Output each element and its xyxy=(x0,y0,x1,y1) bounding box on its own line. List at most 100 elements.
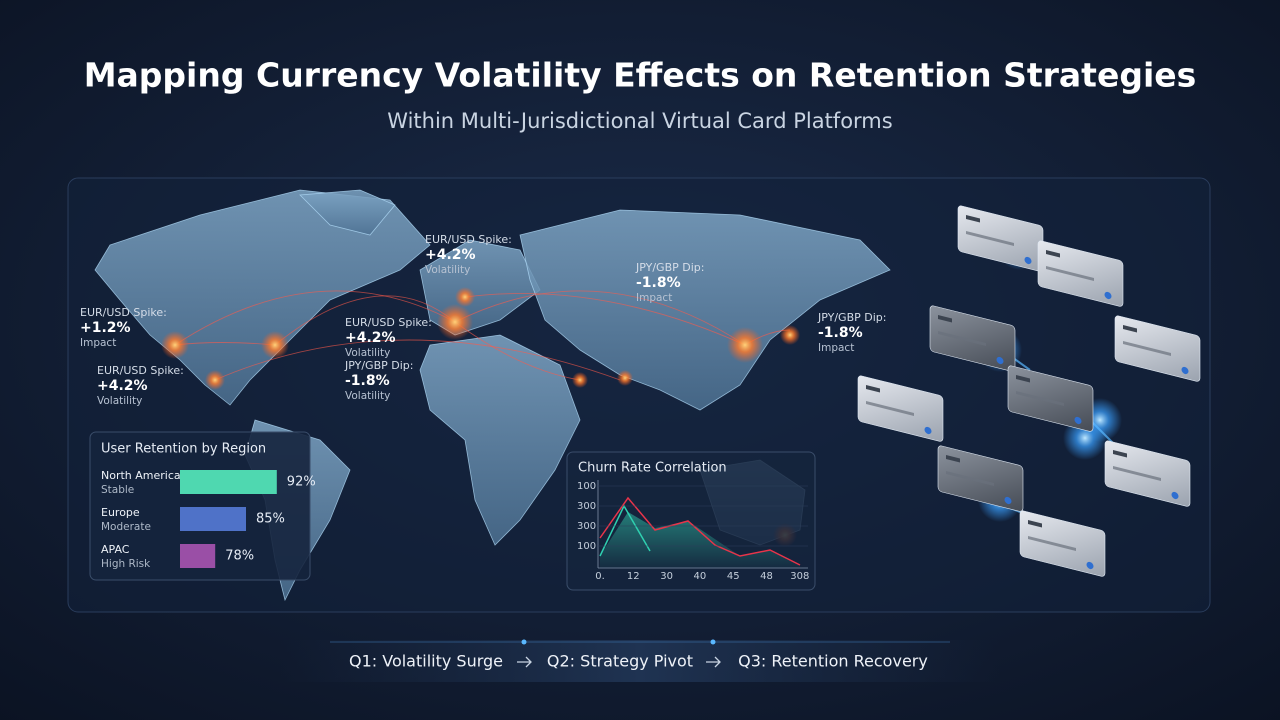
card-logo xyxy=(1181,366,1189,375)
y-tick-label: 100 xyxy=(577,541,596,552)
virtual-card xyxy=(957,205,1044,272)
bar-value-label: 85% xyxy=(256,512,285,527)
card-chip xyxy=(1123,324,1137,333)
card-stripe xyxy=(938,330,986,346)
annotation-title: EUR/USD Spike: xyxy=(97,364,184,377)
timeline-arrow xyxy=(706,656,721,668)
annotation-note: Impact xyxy=(80,337,116,349)
timeline-step: Q3: Retention Recovery xyxy=(738,652,928,671)
timeline-step: Q2: Strategy Pivot xyxy=(547,652,693,671)
card-logo xyxy=(996,356,1004,365)
card-logo xyxy=(1086,561,1094,570)
virtual-card xyxy=(937,445,1024,512)
bar xyxy=(180,470,277,494)
annotation-note: Impact xyxy=(636,292,672,304)
region-label: APAC xyxy=(101,543,130,556)
subtitle: Within Multi-Jurisdictional Virtual Card… xyxy=(387,109,892,133)
x-tick-label: 12 xyxy=(627,571,640,582)
card-stripe xyxy=(946,470,994,486)
region-sublabel: Moderate xyxy=(101,521,151,533)
bar xyxy=(180,507,246,531)
retention-title: User Retention by Region xyxy=(101,442,266,457)
card-logo xyxy=(1074,416,1082,425)
annotation-note: Impact xyxy=(818,342,854,354)
y-tick-label: 300 xyxy=(577,521,596,532)
africa xyxy=(419,334,581,546)
annotation-title: EUR/USD Spike: xyxy=(345,316,432,329)
churn-title: Churn Rate Correlation xyxy=(578,461,727,476)
card-chip xyxy=(946,454,960,463)
annotation-value: -1.8% xyxy=(345,373,390,389)
card-chip xyxy=(966,214,980,223)
card-stripe xyxy=(1113,465,1161,481)
timeline-dot xyxy=(710,639,716,645)
card-stripe xyxy=(1028,535,1076,551)
annotation-note: Volatility xyxy=(345,347,390,359)
bar-value-label: 78% xyxy=(225,549,254,564)
retention-box xyxy=(89,431,311,581)
x-tick-label: 0. xyxy=(595,571,605,582)
timeline-step: Q1: Volatility Surge xyxy=(349,652,503,671)
annotation-note: Volatility xyxy=(425,264,470,276)
bar xyxy=(180,544,216,568)
annotation-title: EUR/USD Spike: xyxy=(425,233,512,246)
timeline-arrow xyxy=(517,656,532,668)
region-sublabel: Stable xyxy=(101,484,134,496)
x-tick-label: 48 xyxy=(760,571,773,582)
virtual-card xyxy=(1007,365,1094,432)
card-chip xyxy=(1046,249,1060,258)
card-chip xyxy=(1028,519,1042,528)
card-stripe xyxy=(1046,265,1094,281)
region-sublabel: High Risk xyxy=(101,558,151,570)
card-chip xyxy=(866,384,880,393)
x-tick-label: 45 xyxy=(727,571,740,582)
annotation-title: EUR/USD Spike: xyxy=(80,306,167,319)
virtual-card xyxy=(1114,315,1201,382)
timeline: Q1: Volatility Surge Q2: Strategy Pivot Q3… xyxy=(349,639,928,671)
bar-value-label: 92% xyxy=(287,475,316,490)
card-stripe xyxy=(866,400,914,416)
annotation-title: JPY/GBP Dip: xyxy=(344,359,413,372)
greenland xyxy=(299,189,396,236)
x-tick-label: 30 xyxy=(660,571,673,582)
card-stripe xyxy=(966,230,1014,246)
card-chip xyxy=(938,314,952,323)
card-stripe xyxy=(1016,390,1064,406)
card-chip xyxy=(1113,449,1127,458)
virtual-card xyxy=(1037,240,1124,307)
region-label: Europe xyxy=(101,506,140,519)
annotation-value: +1.2% xyxy=(80,320,131,336)
virtual-card xyxy=(1019,510,1106,577)
virtual-cards xyxy=(857,205,1201,577)
retention-bars: North America Stable 92% Europe Moderate 85% A… xyxy=(101,469,316,570)
card-logo xyxy=(924,426,932,435)
card-logo xyxy=(1004,496,1012,505)
y-tick-label: 300 xyxy=(577,501,596,512)
region-label: North America xyxy=(101,469,181,482)
card-logo xyxy=(1171,491,1179,500)
annotation-value: +4.2% xyxy=(345,330,396,346)
annotation-title: JPY/GBP Dip: xyxy=(635,261,704,274)
virtual-card xyxy=(1104,440,1191,507)
card-stripe xyxy=(1123,340,1171,356)
timeline-bar xyxy=(280,640,1000,682)
card-chip xyxy=(1016,374,1030,383)
annotation-title: JPY/GBP Dip: xyxy=(817,311,886,324)
annotation-note: Volatility xyxy=(345,390,390,402)
card-logo xyxy=(1024,256,1032,265)
x-tick-label: 40 xyxy=(694,571,707,582)
y-tick-label: 100 xyxy=(577,481,596,492)
asia xyxy=(519,209,891,411)
virtual-card xyxy=(857,375,944,442)
annotation-value: -1.8% xyxy=(636,275,681,291)
annotation-value: -1.8% xyxy=(818,325,863,341)
churn-ticks: 100 300 300 100 0. 12 30 40 45 48 308 xyxy=(577,481,809,582)
annotation-note: Volatility xyxy=(97,395,142,407)
title: Mapping Currency Volatility Effects on R… xyxy=(84,56,1197,95)
card-logo xyxy=(1104,291,1112,300)
annotations: EUR/USD Spike:+4.2%Volatility JPY/GBP Dip… xyxy=(80,233,886,407)
annotation-value: +4.2% xyxy=(425,247,476,263)
annotation-value: +4.2% xyxy=(97,378,148,394)
virtual-card xyxy=(929,305,1016,372)
timeline-dot xyxy=(521,639,527,645)
